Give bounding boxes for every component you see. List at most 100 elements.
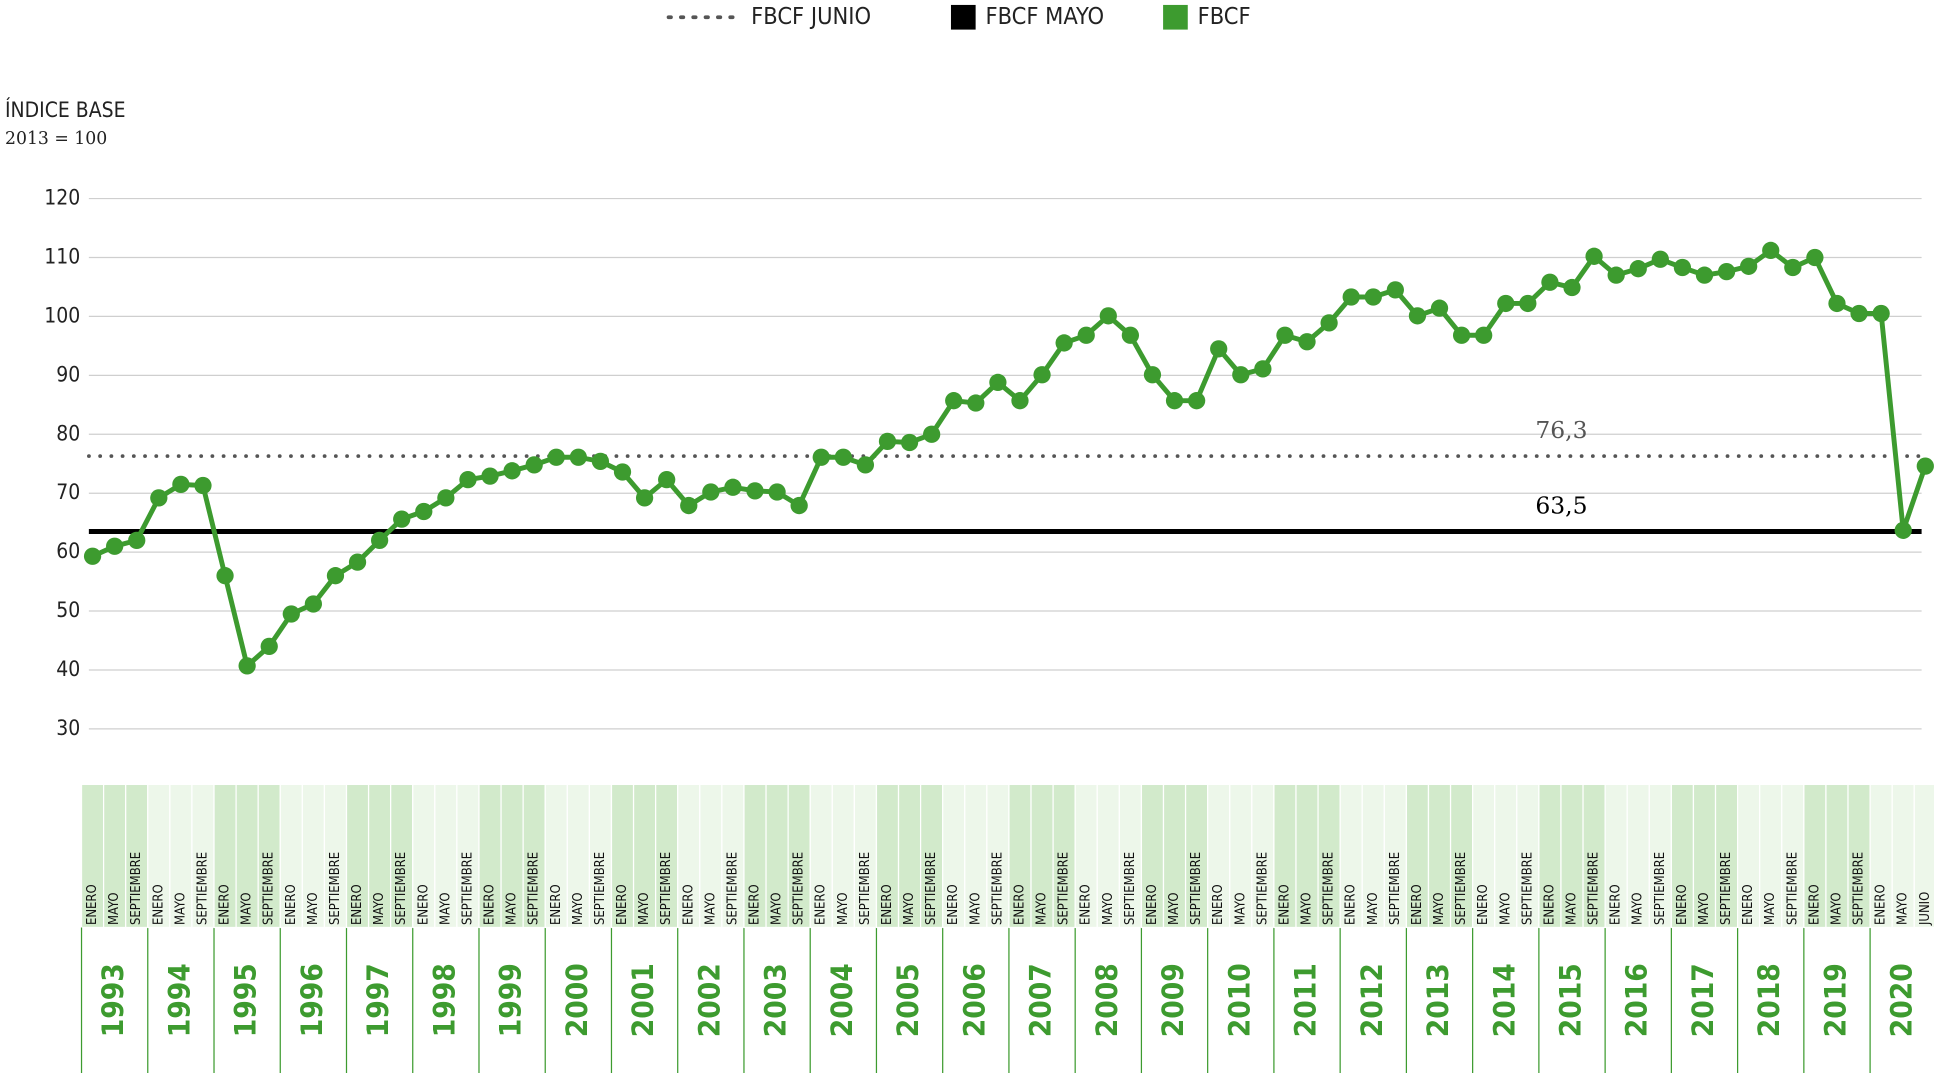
y-axis-label: ÍNDICE BASE [5, 97, 126, 122]
data-point [1298, 333, 1316, 351]
data-point [1740, 257, 1758, 275]
x-tick-label: SEPTIEMBRE [1587, 852, 1602, 925]
data-point [547, 448, 565, 466]
data-point [194, 476, 212, 495]
data-point [172, 475, 190, 493]
x-tick-label: SEPTIEMBRE [1123, 852, 1138, 925]
x-tick-label: MAYO [1432, 892, 1447, 925]
x-tick-label: ENERO [880, 884, 895, 925]
x-tick-label: MAYO [1167, 892, 1182, 925]
data-point [1055, 334, 1073, 352]
legend-label: FBCF JUNIO [751, 2, 871, 30]
year-label: 2003 [759, 963, 793, 1037]
data-point [1497, 294, 1515, 313]
data-point [1541, 273, 1559, 291]
data-point [878, 432, 897, 450]
data-point [967, 394, 985, 412]
data-point [1784, 258, 1802, 277]
y-tick-label: 120 [44, 186, 80, 210]
year-label: 2000 [560, 963, 594, 1037]
year-label: 1995 [229, 963, 263, 1037]
x-tick-label: SEPTIEMBRE [129, 852, 144, 925]
x-tick-label: MAYO [1366, 892, 1381, 925]
data-point [1607, 266, 1625, 284]
year-label: 2007 [1024, 963, 1058, 1037]
x-tick-label: SEPTIEMBRE [1653, 852, 1668, 925]
data-point [304, 595, 323, 613]
x-tick-label: ENERO [483, 884, 498, 925]
data-point [1121, 326, 1140, 344]
data-point [282, 605, 300, 623]
data-point [923, 425, 941, 443]
x-tick-label: SEPTIEMBRE [262, 852, 277, 925]
legend-label: FBCF [1198, 2, 1251, 30]
y-tick-label: 110 [44, 244, 80, 268]
data-point [1475, 326, 1493, 344]
y-tick-label: 30 [56, 716, 80, 740]
x-tick-label: MAYO [770, 892, 785, 925]
year-label: 2017 [1686, 963, 1720, 1037]
data-point [746, 482, 764, 500]
data-point [393, 510, 411, 528]
reference-label: 76,3 [1535, 416, 1587, 444]
x-tick-label: SEPTIEMBRE [1454, 852, 1469, 925]
x-tick-label: SEPTIEMBRE [1057, 852, 1072, 925]
data-point [613, 463, 632, 481]
data-point [1342, 288, 1360, 306]
year-label: 2008 [1090, 963, 1124, 1037]
x-tick-label: SEPTIEMBRE [990, 852, 1005, 925]
data-point [1033, 366, 1051, 384]
x-tick-label: ENERO [1277, 884, 1292, 925]
x-tick-label: MAYO [836, 892, 851, 925]
x-tick-label: SEPTIEMBRE [1719, 852, 1734, 925]
x-tick-label: ENERO [1741, 884, 1756, 925]
x-tick-label: ENERO [1012, 884, 1027, 925]
data-point [260, 637, 278, 656]
legend-swatch [1163, 4, 1188, 30]
data-point [1165, 392, 1184, 410]
data-point [1563, 278, 1581, 297]
data-point [812, 448, 830, 466]
x-tick-label: SEPTIEMBRE [1322, 852, 1337, 925]
year-label: 2005 [891, 963, 925, 1037]
data-point [900, 433, 919, 452]
data-point [1408, 307, 1427, 325]
x-tick-label: ENERO [615, 884, 630, 925]
x-tick-label: SEPTIEMBRE [1852, 852, 1867, 925]
data-point [1806, 248, 1824, 267]
x-tick-label: SEPTIEMBRE [924, 852, 939, 925]
data-point [1430, 299, 1449, 317]
data-point [370, 531, 389, 549]
year-label: 1999 [494, 963, 528, 1037]
series-line [91, 247, 1928, 669]
x-tick-label: ENERO [151, 884, 166, 925]
data-point [1519, 294, 1537, 313]
x-tick-label: MAYO [306, 892, 321, 925]
x-tick-label: ENERO [748, 884, 763, 925]
x-tick-label: SEPTIEMBRE [659, 852, 674, 925]
data-point [437, 489, 455, 507]
data-point [635, 489, 654, 507]
data-point [1762, 241, 1780, 260]
y-tick-label: 40 [56, 657, 80, 681]
x-tick-label: ENERO [1542, 884, 1557, 925]
data-point [1210, 340, 1228, 358]
data-point [1386, 281, 1404, 299]
data-point [326, 567, 345, 585]
year-label: 2009 [1156, 963, 1190, 1037]
x-tick-label: MAYO [571, 892, 586, 925]
year-label: 1994 [162, 963, 196, 1037]
data-point [1320, 314, 1338, 332]
data-point [459, 471, 477, 489]
data-point [591, 452, 610, 471]
data-point [1143, 366, 1162, 384]
data-point [569, 448, 587, 466]
x-tick-label: ENERO [1211, 884, 1226, 925]
x-tick-label: ENERO [1079, 884, 1094, 925]
data-point [1916, 457, 1934, 475]
data-point [1629, 260, 1647, 278]
x-tick-label: MAYO [240, 892, 255, 925]
x-tick-label: ENERO [1410, 884, 1425, 925]
data-point [1850, 304, 1868, 323]
